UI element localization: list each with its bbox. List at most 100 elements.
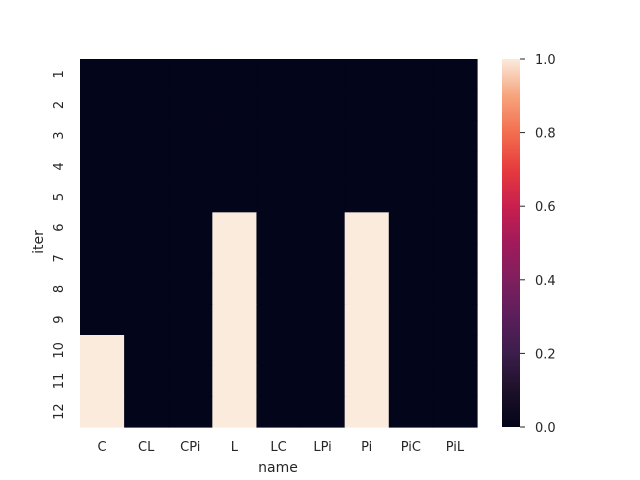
colorbar-tick-label: 0.8	[535, 127, 556, 142]
heatmap-cell	[388, 89, 434, 121]
heatmap-cell	[80, 89, 125, 121]
colorbar-tick-label: 1.0	[535, 53, 556, 68]
x-tick-label: CL	[138, 440, 155, 455]
heatmap-cell	[80, 396, 125, 428]
heatmap-cell	[80, 151, 125, 183]
heatmap-cell	[432, 212, 478, 244]
heatmap-cell	[256, 243, 302, 275]
y-axis-label: iter	[31, 230, 47, 254]
heatmap-cell	[212, 335, 258, 367]
heatmap-cell	[212, 243, 258, 275]
heatmap-cell	[388, 59, 434, 91]
heatmap-cell	[124, 151, 169, 183]
heatmap-cell	[80, 335, 125, 367]
y-tick-label: 3	[52, 132, 67, 140]
heatmap-cell	[168, 151, 213, 183]
x-tick-label: L	[231, 440, 239, 455]
heatmap-cell	[80, 120, 125, 152]
heatmap-cell	[432, 273, 478, 305]
x-tick-label: Pi	[361, 440, 372, 455]
heatmap-cell	[256, 304, 302, 336]
heatmap-cell	[124, 335, 169, 367]
heatmap-cell	[344, 304, 390, 336]
heatmap-cell	[124, 89, 169, 121]
y-tick-label: 2	[52, 101, 67, 109]
heatmap-cell	[388, 396, 434, 428]
heatmap-cell	[344, 273, 390, 305]
heatmap-cell	[212, 89, 258, 121]
heatmap-cell	[80, 243, 125, 275]
heatmap-cell	[432, 396, 478, 428]
heatmap-cell	[388, 273, 434, 305]
heatmap-cell	[168, 365, 213, 397]
x-tick-label: LC	[270, 440, 286, 455]
x-tick-label: PiL	[446, 440, 465, 455]
heatmap-cell	[432, 151, 478, 183]
heatmap-cell	[124, 212, 169, 244]
heatmap-cell	[212, 59, 258, 91]
heatmap-cell	[80, 212, 125, 244]
heatmap-cell	[344, 120, 390, 152]
y-tick-label: 8	[52, 285, 67, 293]
heatmap-cell	[212, 273, 258, 305]
heatmap-cells	[80, 59, 478, 428]
heatmap-cell	[344, 181, 390, 213]
heatmap-cell	[300, 243, 346, 275]
x-tick-label: LPi	[313, 440, 331, 455]
y-tick-label: 4	[52, 162, 67, 170]
heatmap-cell	[388, 243, 434, 275]
heatmap-cell	[344, 89, 390, 121]
colorbar-tick-label: 0.0	[535, 421, 556, 436]
heatmap-cell	[344, 151, 390, 183]
heatmap-cell	[388, 212, 434, 244]
heatmap-cell	[168, 396, 213, 428]
y-tick-label: 5	[52, 193, 67, 201]
heatmap-cell	[300, 120, 346, 152]
colorbar-tick-label: 0.6	[535, 200, 556, 215]
colorbar-tick-label: 0.2	[535, 347, 556, 362]
colorbar-tick-label: 0.4	[535, 274, 556, 289]
heatmap-cell	[300, 151, 346, 183]
heatmap-cell	[432, 304, 478, 336]
heatmap-cell	[80, 304, 125, 336]
heatmap-cell	[168, 335, 213, 367]
heatmap-cell	[124, 304, 169, 336]
heatmap-cell	[256, 181, 302, 213]
heatmap-cell	[256, 396, 302, 428]
heatmap-cell	[388, 335, 434, 367]
heatmap-cell	[256, 273, 302, 305]
x-tick-label: CPi	[180, 440, 200, 455]
heatmap-cell	[256, 89, 302, 121]
heatmap-cell	[168, 59, 213, 91]
heatmap-cell	[300, 89, 346, 121]
heatmap-cell	[80, 273, 125, 305]
heatmap-cell	[80, 365, 125, 397]
y-tick-label: 1	[52, 70, 67, 78]
heatmap-cell	[168, 89, 213, 121]
heatmap-cell	[432, 335, 478, 367]
heatmap-cell	[124, 120, 169, 152]
y-tick-label: 10	[52, 342, 67, 359]
heatmap-cell	[168, 273, 213, 305]
heatmap-cell	[432, 365, 478, 397]
heatmap-cell	[256, 59, 302, 91]
x-tick-labels: C CL CPi L LC LPi Pi PiC PiL	[98, 440, 465, 455]
heatmap-cell	[256, 335, 302, 367]
heatmap-cell	[388, 120, 434, 152]
x-tick-label: PiC	[401, 440, 421, 455]
heatmap-cell	[256, 212, 302, 244]
y-tick-label: 11	[52, 373, 67, 390]
heatmap-cell	[300, 335, 346, 367]
heatmap-cell	[212, 304, 258, 336]
heatmap-cell	[80, 181, 125, 213]
heatmap-cell	[212, 181, 258, 213]
heatmap-cell	[124, 181, 169, 213]
x-tick-label: C	[98, 440, 107, 455]
heatmap-cell	[124, 396, 169, 428]
heatmap-cell	[388, 365, 434, 397]
heatmap-cell	[344, 243, 390, 275]
heatmap-cell	[388, 304, 434, 336]
y-tick-label: 7	[52, 254, 67, 262]
